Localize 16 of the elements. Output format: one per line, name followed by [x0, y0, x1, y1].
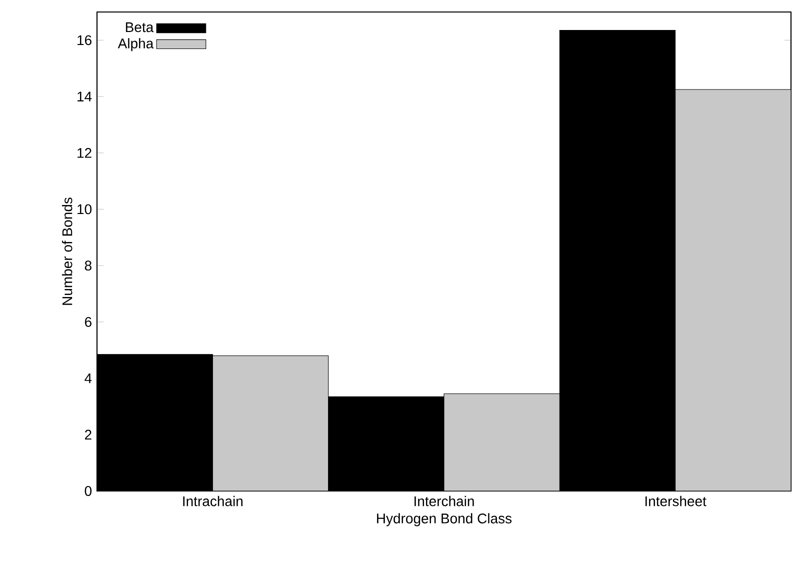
x-axis-title: Hydrogen Bond Class — [377, 513, 512, 526]
y-tick-label: 6 — [84, 316, 92, 327]
y-tick-label: 0 — [84, 486, 92, 496]
y-tick-label: 4 — [84, 373, 92, 384]
legend-label: Beta — [126, 22, 154, 32]
y-tick-label: 10 — [78, 204, 92, 214]
y-tick-label: 14 — [78, 92, 92, 102]
y-tick-label: 8 — [84, 260, 92, 271]
x-tick-label: Intrachain — [183, 496, 242, 506]
x-tick-label: Interchain — [414, 496, 474, 506]
y-tick-label: 2 — [84, 430, 92, 440]
y-axis-title: Number of Bonds — [62, 198, 72, 305]
x-tick-label: Intersheet — [645, 496, 706, 506]
y-tick-label: 12 — [78, 148, 92, 158]
y-tick-label: 16 — [78, 35, 92, 46]
legend-label: Alpha — [118, 38, 154, 52]
